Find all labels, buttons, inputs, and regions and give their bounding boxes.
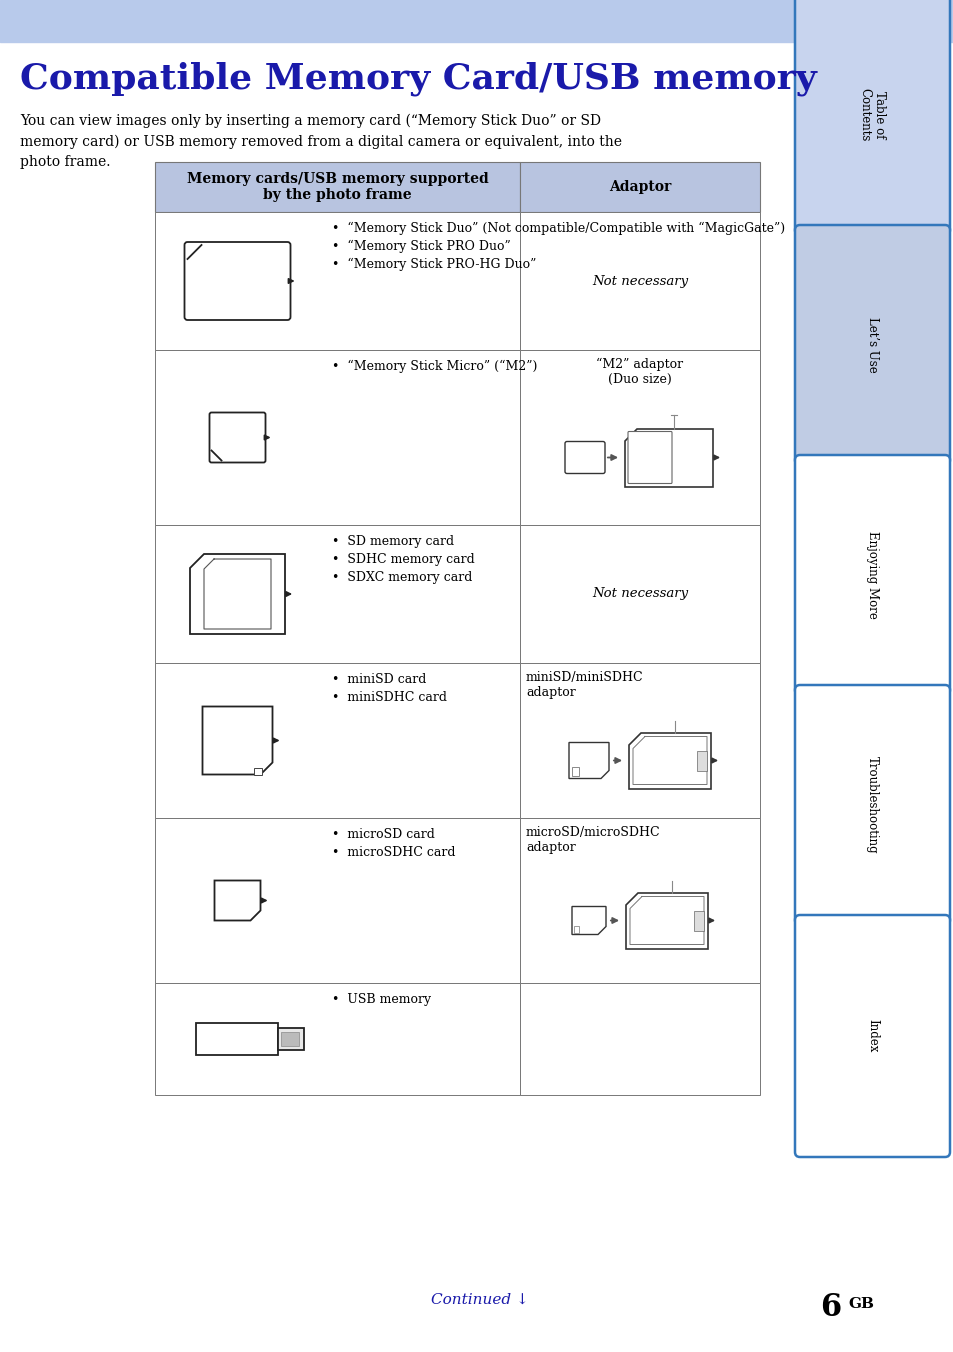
Bar: [519, 983, 760, 1095]
Text: •  “Memory Stick PRO Duo”: • “Memory Stick PRO Duo”: [332, 241, 510, 253]
Bar: [278, 1028, 304, 1051]
Text: Let’s Use: Let’s Use: [865, 318, 878, 373]
Bar: [697, 750, 706, 771]
Text: •  microSD card: • microSD card: [332, 827, 435, 841]
Bar: [154, 983, 519, 1095]
Text: •  SD memory card: • SD memory card: [332, 535, 454, 548]
Bar: [519, 350, 760, 525]
Bar: [154, 662, 519, 818]
Bar: [574, 926, 578, 933]
FancyBboxPatch shape: [184, 242, 291, 320]
Text: Troubleshooting: Troubleshooting: [865, 756, 878, 854]
Bar: [693, 910, 703, 930]
Bar: [196, 1023, 278, 1055]
Bar: [154, 212, 519, 350]
Text: You can view images only by inserting a memory card (“Memory Stick Duo” or SD
me: You can view images only by inserting a …: [20, 114, 621, 169]
Text: Enjoying More: Enjoying More: [865, 531, 878, 619]
Bar: [519, 662, 760, 818]
Bar: [154, 162, 519, 212]
Bar: [572, 767, 578, 776]
Polygon shape: [625, 892, 707, 949]
Text: Table of
Contents: Table of Contents: [858, 88, 885, 142]
Text: Adaptor: Adaptor: [608, 180, 670, 193]
Text: microSD/microSDHC
adaptor: microSD/microSDHC adaptor: [525, 826, 659, 854]
Bar: [154, 350, 519, 525]
FancyBboxPatch shape: [794, 224, 949, 465]
Text: 6: 6: [820, 1291, 841, 1322]
Text: •  miniSDHC card: • miniSDHC card: [332, 691, 447, 704]
FancyBboxPatch shape: [794, 456, 949, 695]
FancyBboxPatch shape: [794, 0, 949, 235]
Polygon shape: [214, 880, 260, 921]
Polygon shape: [190, 554, 285, 634]
Text: •  USB memory: • USB memory: [332, 992, 431, 1006]
Bar: [154, 525, 519, 662]
Bar: [519, 162, 760, 212]
FancyBboxPatch shape: [564, 442, 604, 473]
Bar: [281, 1032, 299, 1046]
Bar: [0, 0, 953, 42]
Polygon shape: [568, 742, 608, 779]
FancyBboxPatch shape: [794, 685, 949, 925]
Text: •  “Memory Stick PRO-HG Duo”: • “Memory Stick PRO-HG Duo”: [332, 258, 536, 272]
Text: •  SDHC memory card: • SDHC memory card: [332, 553, 475, 566]
Text: •  SDXC memory card: • SDXC memory card: [332, 571, 472, 584]
FancyBboxPatch shape: [794, 915, 949, 1157]
Text: Index: Index: [865, 1019, 878, 1053]
Bar: [519, 818, 760, 983]
Bar: [254, 768, 262, 775]
Bar: [154, 818, 519, 983]
FancyBboxPatch shape: [627, 431, 671, 484]
Bar: [519, 212, 760, 350]
Text: GB: GB: [847, 1297, 873, 1311]
Text: Compatible Memory Card/USB memory: Compatible Memory Card/USB memory: [20, 62, 816, 96]
Text: Continued ↓: Continued ↓: [431, 1293, 528, 1307]
FancyBboxPatch shape: [210, 412, 265, 462]
Text: Not necessary: Not necessary: [591, 274, 687, 288]
Bar: [519, 525, 760, 662]
Text: “M2” adaptor
(Duo size): “M2” adaptor (Duo size): [596, 358, 683, 387]
Text: Not necessary: Not necessary: [591, 588, 687, 600]
Polygon shape: [202, 707, 273, 775]
Polygon shape: [628, 733, 710, 788]
Polygon shape: [572, 906, 605, 934]
Polygon shape: [624, 429, 712, 487]
Text: •  “Memory Stick Duo” (Not compatible/Compatible with “MagicGate”): • “Memory Stick Duo” (Not compatible/Com…: [332, 222, 784, 235]
Text: Memory cards/USB memory supported
by the photo frame: Memory cards/USB memory supported by the…: [187, 172, 488, 201]
Text: miniSD/miniSDHC
adaptor: miniSD/miniSDHC adaptor: [525, 671, 643, 699]
Text: •  microSDHC card: • microSDHC card: [332, 846, 455, 859]
Text: •  miniSD card: • miniSD card: [332, 673, 426, 685]
Text: •  “Memory Stick Micro” (“M2”): • “Memory Stick Micro” (“M2”): [332, 360, 537, 373]
